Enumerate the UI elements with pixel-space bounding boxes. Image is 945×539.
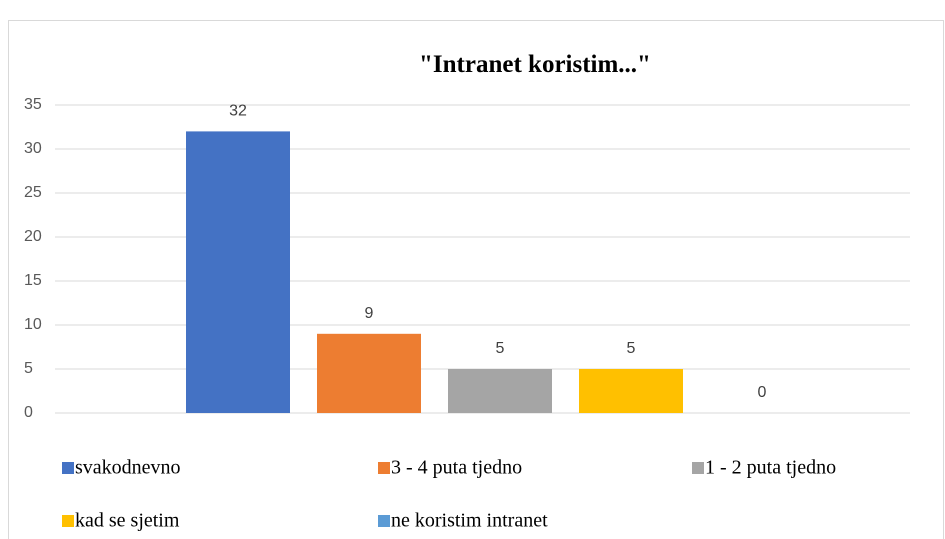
- y-tick-label: 10: [24, 316, 42, 333]
- legend-swatch: [62, 462, 74, 474]
- y-tick-label: 35: [24, 96, 42, 113]
- legend-label: ne koristim intranet: [391, 510, 548, 532]
- legend-label: 1 - 2 puta tjedno: [705, 457, 836, 479]
- y-tick-label: 25: [24, 184, 42, 201]
- legend-label: 3 - 4 puta tjedno: [391, 457, 522, 479]
- chart-title: "Intranet koristim...": [419, 51, 651, 78]
- legend-label: kad se sjetim: [75, 510, 180, 532]
- y-tick-label: 30: [24, 140, 42, 157]
- data-label: 32: [229, 102, 247, 119]
- y-tick-label: 0: [24, 404, 33, 421]
- bar: [448, 369, 552, 413]
- data-label: 0: [758, 384, 767, 401]
- bar: [186, 131, 290, 413]
- data-label: 5: [496, 340, 505, 357]
- data-label: 9: [365, 305, 374, 322]
- y-tick-label: 15: [24, 272, 42, 289]
- legend-swatch: [378, 462, 390, 474]
- legend-swatch: [378, 515, 390, 527]
- legend-label: svakodnevno: [75, 457, 181, 479]
- legend-swatch: [62, 515, 74, 527]
- y-tick-label: 20: [24, 228, 42, 245]
- legend-swatch: [692, 462, 704, 474]
- y-tick-label: 5: [24, 360, 33, 377]
- data-label: 5: [627, 340, 636, 357]
- bar: [317, 333, 421, 413]
- chart-border: [8, 20, 944, 539]
- bar: [579, 369, 683, 413]
